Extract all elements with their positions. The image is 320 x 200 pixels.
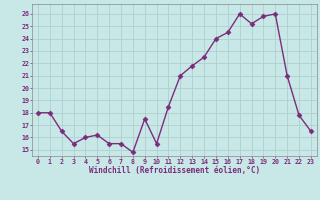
X-axis label: Windchill (Refroidissement éolien,°C): Windchill (Refroidissement éolien,°C) (89, 166, 260, 175)
